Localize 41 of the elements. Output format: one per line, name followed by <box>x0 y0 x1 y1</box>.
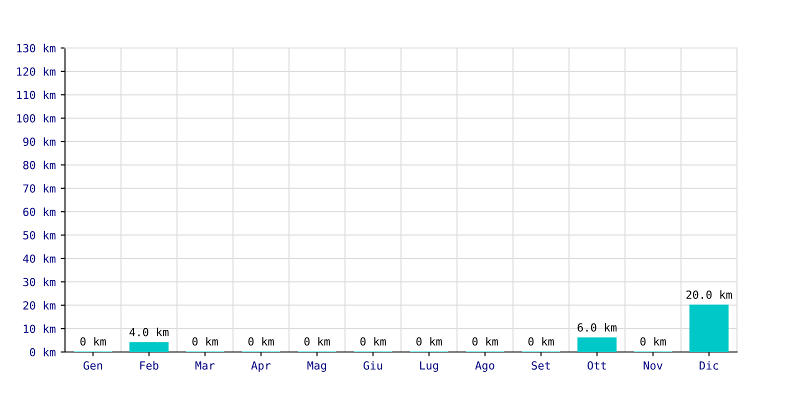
x-tick-label: Giu <box>364 361 382 370</box>
x-tick-label: Feb <box>140 361 158 370</box>
x-tick-label: Ott <box>588 361 606 370</box>
bar <box>689 304 729 352</box>
x-tick-label: Ago <box>475 361 494 372</box>
y-tick-label: 70 km <box>23 184 56 193</box>
data-label: 0 km <box>80 337 106 346</box>
y-tick-label: 0 km <box>30 348 56 356</box>
y-tick-label: 120 km <box>17 67 56 76</box>
x-tick-label: Nov <box>644 361 662 370</box>
y-tick-label: 50 km <box>23 230 56 240</box>
x-tick-label: Lug <box>420 361 438 372</box>
y-tick-label: 20 km <box>23 301 56 310</box>
data-label: 0 km <box>360 337 386 346</box>
y-tick-label: 110 km <box>17 90 56 100</box>
data-label: 0 km <box>248 337 274 346</box>
data-label: 0 km <box>528 337 554 346</box>
x-tick-label: Mag <box>307 361 326 372</box>
y-tick-label: 10 km <box>24 324 56 334</box>
y-tick-label: 60 km <box>23 208 56 216</box>
data-label: 4.0 km <box>129 328 169 336</box>
y-tick-label: 100 km <box>17 114 56 123</box>
x-tick-label: Mar <box>195 361 215 370</box>
y-tick-label: 90 km <box>23 137 56 146</box>
y-tick-label: 40 km <box>23 254 56 263</box>
x-tick-label: Dic <box>700 361 718 370</box>
y-tick-label: 80 km <box>23 160 56 170</box>
data-label: 0 km <box>304 337 330 346</box>
x-tick-label: Apr <box>251 361 271 372</box>
data-label: 6.0 km <box>578 323 617 332</box>
y-tick-label: 130 km <box>17 44 56 52</box>
data-label: 0 km <box>416 337 442 346</box>
bar <box>129 342 169 352</box>
x-tick-label: Gen <box>84 361 102 370</box>
x-tick-label: Set <box>532 361 550 370</box>
data-label: 0 km <box>192 337 218 346</box>
bar <box>577 337 617 352</box>
data-label: 20.0 km <box>686 290 732 299</box>
data-label: 0 km <box>472 337 498 346</box>
y-tick-label: 30 km <box>23 278 56 286</box>
data-label: 0 km <box>640 337 666 346</box>
